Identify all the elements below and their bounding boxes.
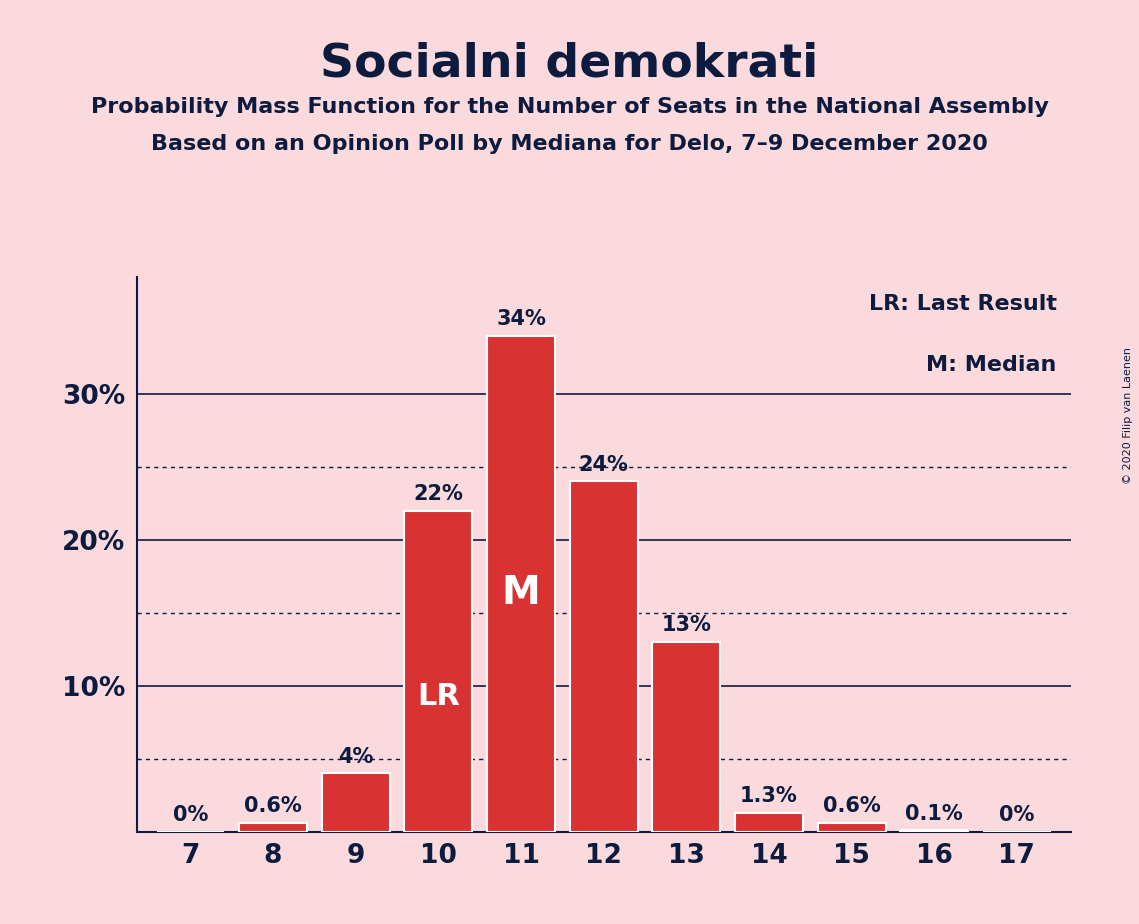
- Text: 1.3%: 1.3%: [740, 786, 797, 806]
- Text: LR: LR: [417, 682, 460, 711]
- Text: 0.1%: 0.1%: [906, 804, 964, 823]
- Text: 0.6%: 0.6%: [244, 796, 302, 816]
- Bar: [901, 830, 968, 832]
- Text: 0%: 0%: [173, 805, 208, 825]
- Bar: [735, 812, 803, 832]
- Text: Based on an Opinion Poll by Mediana for Delo, 7–9 December 2020: Based on an Opinion Poll by Mediana for …: [151, 134, 988, 154]
- Text: LR: Last Result: LR: Last Result: [869, 294, 1057, 314]
- Text: 22%: 22%: [413, 484, 464, 505]
- Bar: [487, 335, 555, 832]
- Text: Socialni demokrati: Socialni demokrati: [320, 42, 819, 87]
- Text: M: Median: M: Median: [926, 355, 1057, 375]
- Bar: [570, 481, 638, 832]
- Text: 13%: 13%: [662, 615, 711, 636]
- Text: © 2020 Filip van Laenen: © 2020 Filip van Laenen: [1123, 347, 1133, 484]
- Text: 0%: 0%: [999, 805, 1034, 825]
- Bar: [653, 642, 720, 832]
- Text: 4%: 4%: [338, 747, 374, 767]
- Bar: [818, 823, 885, 832]
- Text: Probability Mass Function for the Number of Seats in the National Assembly: Probability Mass Function for the Number…: [91, 97, 1048, 117]
- Text: 24%: 24%: [579, 455, 629, 475]
- Bar: [404, 511, 473, 832]
- Bar: [322, 773, 390, 832]
- Bar: [239, 823, 306, 832]
- Text: 34%: 34%: [497, 309, 546, 329]
- Text: M: M: [501, 575, 540, 613]
- Text: 0.6%: 0.6%: [822, 796, 880, 816]
